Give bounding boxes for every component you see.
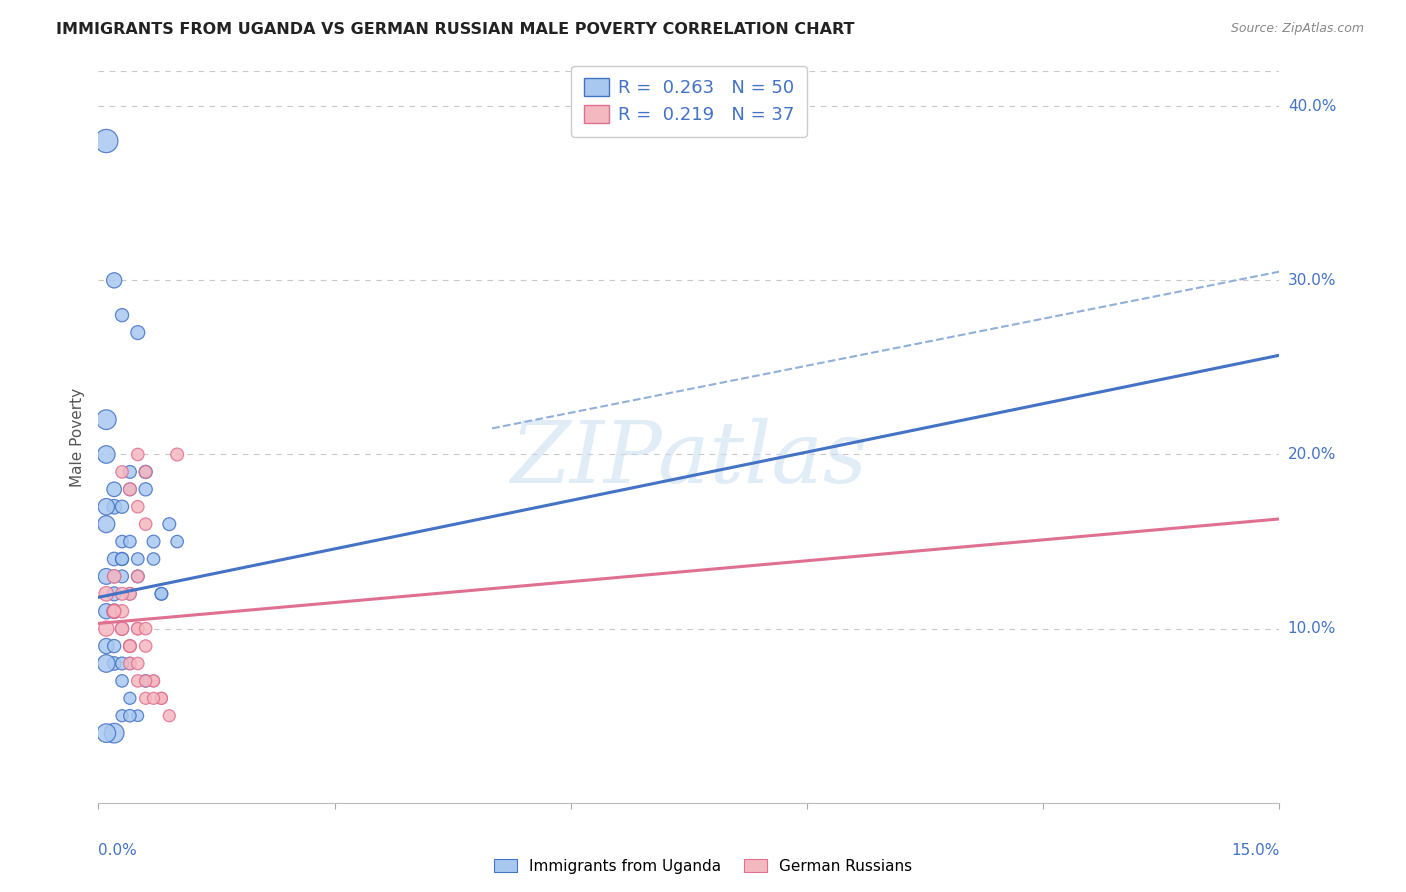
Point: [103, 657, 125, 671]
Point: [127, 448, 149, 462]
Point: [127, 708, 149, 723]
Point: [150, 691, 173, 706]
Point: [96, 569, 118, 583]
Point: [103, 569, 125, 583]
Point: [127, 569, 149, 583]
Point: [127, 569, 149, 583]
Point: [111, 622, 134, 636]
Text: 10.0%: 10.0%: [1288, 621, 1336, 636]
Point: [111, 465, 134, 479]
Point: [111, 708, 134, 723]
Point: [127, 657, 149, 671]
Text: 0.0%: 0.0%: [98, 843, 138, 858]
Point: [135, 483, 157, 497]
Point: [118, 587, 141, 601]
Point: [118, 534, 141, 549]
Point: [96, 412, 118, 426]
Point: [127, 500, 149, 514]
Point: [96, 604, 118, 618]
Point: [111, 673, 134, 688]
Point: [111, 587, 134, 601]
Point: [135, 673, 157, 688]
Text: 30.0%: 30.0%: [1288, 273, 1336, 288]
Point: [103, 552, 125, 566]
Point: [111, 622, 134, 636]
Point: [118, 657, 141, 671]
Point: [135, 465, 157, 479]
Point: [96, 448, 118, 462]
Point: [111, 308, 134, 322]
Legend: Immigrants from Uganda, German Russians: Immigrants from Uganda, German Russians: [488, 853, 918, 880]
Point: [103, 500, 125, 514]
Point: [96, 134, 118, 148]
Point: [157, 708, 180, 723]
Point: [103, 569, 125, 583]
Point: [96, 517, 118, 532]
Point: [118, 708, 141, 723]
Point: [111, 569, 134, 583]
Point: [127, 552, 149, 566]
Text: ZIPatlas: ZIPatlas: [510, 417, 868, 500]
Legend: R =  0.263   N = 50, R =  0.219   N = 37: R = 0.263 N = 50, R = 0.219 N = 37: [571, 66, 807, 136]
Point: [135, 673, 157, 688]
Point: [111, 622, 134, 636]
Point: [118, 465, 141, 479]
Point: [142, 534, 165, 549]
Point: [135, 465, 157, 479]
Text: 20.0%: 20.0%: [1288, 447, 1336, 462]
Y-axis label: Male Poverty: Male Poverty: [69, 387, 84, 487]
Point: [103, 483, 125, 497]
Point: [142, 673, 165, 688]
Point: [142, 691, 165, 706]
Point: [103, 604, 125, 618]
Text: IMMIGRANTS FROM UGANDA VS GERMAN RUSSIAN MALE POVERTY CORRELATION CHART: IMMIGRANTS FROM UGANDA VS GERMAN RUSSIAN…: [56, 22, 855, 37]
Point: [135, 639, 157, 653]
Point: [103, 587, 125, 601]
Point: [111, 500, 134, 514]
Point: [150, 691, 173, 706]
Point: [96, 726, 118, 740]
Point: [135, 691, 157, 706]
Point: [118, 691, 141, 706]
Point: [111, 534, 134, 549]
Text: 40.0%: 40.0%: [1288, 99, 1336, 113]
Point: [142, 552, 165, 566]
Point: [118, 483, 141, 497]
Point: [135, 517, 157, 532]
Text: Source: ZipAtlas.com: Source: ZipAtlas.com: [1230, 22, 1364, 36]
Point: [118, 657, 141, 671]
Point: [96, 500, 118, 514]
Point: [96, 657, 118, 671]
Point: [118, 639, 141, 653]
Point: [127, 622, 149, 636]
Point: [127, 673, 149, 688]
Point: [111, 552, 134, 566]
Point: [118, 639, 141, 653]
Point: [111, 604, 134, 618]
Point: [103, 604, 125, 618]
Point: [96, 639, 118, 653]
Point: [127, 326, 149, 340]
Point: [111, 657, 134, 671]
Point: [118, 639, 141, 653]
Point: [150, 587, 173, 601]
Point: [166, 534, 188, 549]
Point: [127, 622, 149, 636]
Point: [142, 673, 165, 688]
Point: [118, 483, 141, 497]
Point: [166, 448, 188, 462]
Point: [103, 639, 125, 653]
Point: [135, 622, 157, 636]
Point: [103, 604, 125, 618]
Point: [103, 604, 125, 618]
Text: 15.0%: 15.0%: [1232, 843, 1279, 858]
Point: [157, 517, 180, 532]
Point: [96, 622, 118, 636]
Point: [96, 587, 118, 601]
Point: [118, 587, 141, 601]
Point: [111, 552, 134, 566]
Point: [103, 273, 125, 287]
Point: [150, 587, 173, 601]
Point: [103, 726, 125, 740]
